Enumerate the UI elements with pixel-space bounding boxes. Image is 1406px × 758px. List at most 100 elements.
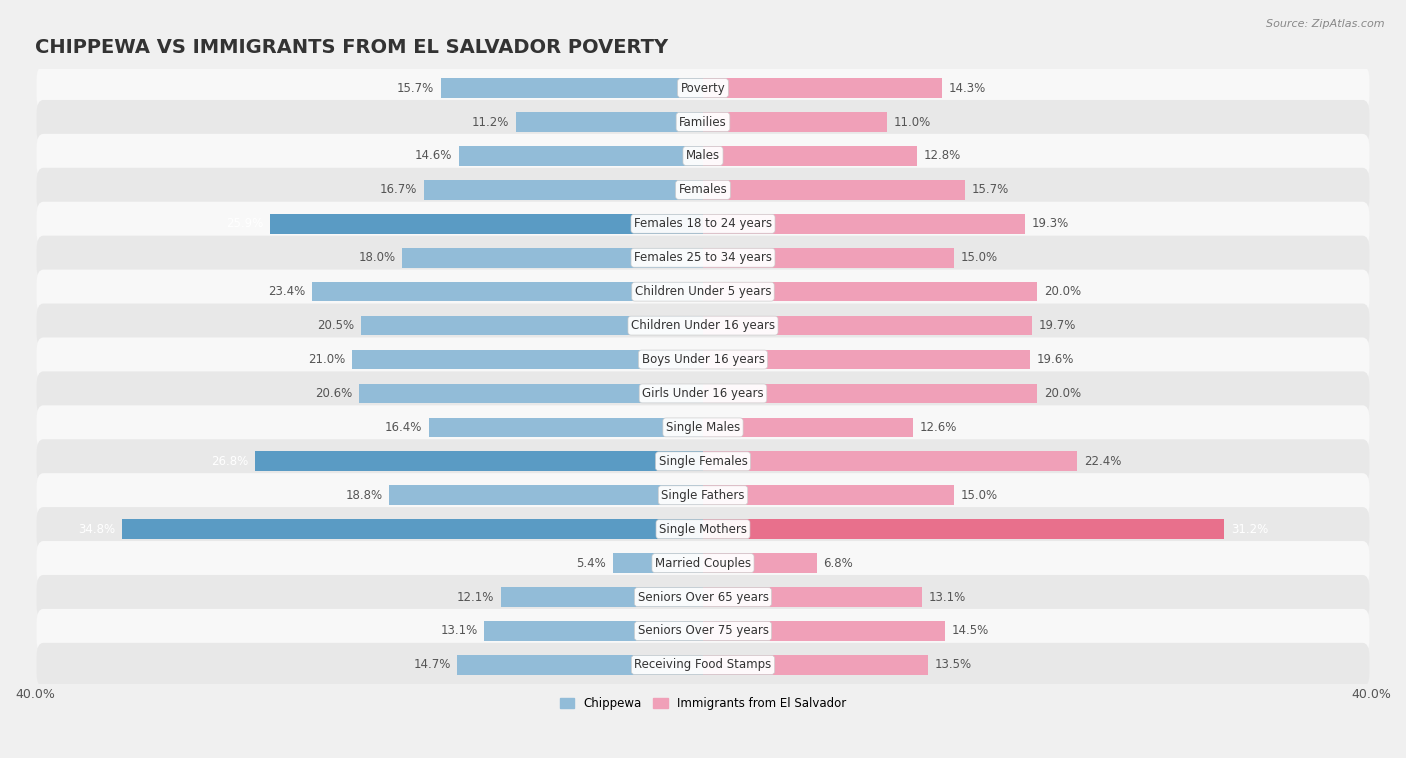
FancyBboxPatch shape <box>37 337 1369 381</box>
Text: Females 25 to 34 years: Females 25 to 34 years <box>634 251 772 265</box>
Text: Children Under 16 years: Children Under 16 years <box>631 319 775 332</box>
FancyBboxPatch shape <box>37 270 1369 314</box>
Text: Receiving Food Stamps: Receiving Food Stamps <box>634 659 772 672</box>
Bar <box>703 112 887 132</box>
Bar <box>256 452 703 471</box>
FancyBboxPatch shape <box>37 134 1369 178</box>
Text: 12.6%: 12.6% <box>920 421 957 434</box>
Bar <box>613 553 703 573</box>
Text: 19.7%: 19.7% <box>1039 319 1076 332</box>
FancyBboxPatch shape <box>37 575 1369 619</box>
FancyBboxPatch shape <box>37 202 1369 246</box>
FancyBboxPatch shape <box>37 473 1369 517</box>
Bar <box>460 146 703 166</box>
Bar <box>703 587 922 607</box>
Bar <box>359 384 703 403</box>
Text: 26.8%: 26.8% <box>211 455 249 468</box>
Text: 15.0%: 15.0% <box>960 489 997 502</box>
Legend: Chippewa, Immigrants from El Salvador: Chippewa, Immigrants from El Salvador <box>555 692 851 715</box>
Bar <box>703 316 1032 336</box>
Text: 20.0%: 20.0% <box>1043 285 1081 298</box>
Text: 14.3%: 14.3% <box>949 82 986 95</box>
Text: 18.0%: 18.0% <box>359 251 395 265</box>
Text: 11.0%: 11.0% <box>893 115 931 129</box>
Bar <box>703 621 945 641</box>
Text: 14.6%: 14.6% <box>415 149 453 162</box>
Bar <box>703 519 1225 539</box>
Text: 13.1%: 13.1% <box>440 625 478 637</box>
Text: Females: Females <box>679 183 727 196</box>
Text: Children Under 5 years: Children Under 5 years <box>634 285 772 298</box>
Text: 5.4%: 5.4% <box>576 556 606 569</box>
Text: 25.9%: 25.9% <box>226 218 264 230</box>
Text: 12.8%: 12.8% <box>924 149 960 162</box>
Bar <box>389 485 703 505</box>
Text: Males: Males <box>686 149 720 162</box>
Text: 20.5%: 20.5% <box>316 319 354 332</box>
Bar <box>703 452 1077 471</box>
Text: 16.4%: 16.4% <box>385 421 422 434</box>
Bar <box>703 248 953 268</box>
FancyBboxPatch shape <box>37 609 1369 653</box>
Bar <box>360 316 703 336</box>
Bar <box>703 384 1038 403</box>
Text: 16.7%: 16.7% <box>380 183 418 196</box>
Text: Single Males: Single Males <box>666 421 740 434</box>
FancyBboxPatch shape <box>37 643 1369 687</box>
Bar <box>425 180 703 199</box>
FancyBboxPatch shape <box>37 406 1369 449</box>
Text: Families: Families <box>679 115 727 129</box>
FancyBboxPatch shape <box>37 100 1369 144</box>
Text: Girls Under 16 years: Girls Under 16 years <box>643 387 763 400</box>
Bar <box>484 621 703 641</box>
Bar <box>703 553 817 573</box>
Bar <box>312 282 703 302</box>
Text: Poverty: Poverty <box>681 82 725 95</box>
Bar <box>703 78 942 98</box>
FancyBboxPatch shape <box>37 507 1369 551</box>
Text: 13.5%: 13.5% <box>935 659 973 672</box>
Bar <box>353 349 703 369</box>
Bar <box>703 214 1025 233</box>
Bar <box>703 485 953 505</box>
Text: 11.2%: 11.2% <box>472 115 509 129</box>
Bar <box>441 78 703 98</box>
FancyBboxPatch shape <box>37 236 1369 280</box>
Bar <box>703 655 928 675</box>
Text: 14.7%: 14.7% <box>413 659 451 672</box>
Text: 19.3%: 19.3% <box>1032 218 1070 230</box>
Bar <box>270 214 703 233</box>
FancyBboxPatch shape <box>37 439 1369 484</box>
Text: 18.8%: 18.8% <box>346 489 382 502</box>
FancyBboxPatch shape <box>37 371 1369 415</box>
Text: Married Couples: Married Couples <box>655 556 751 569</box>
Text: 22.4%: 22.4% <box>1084 455 1121 468</box>
Bar <box>703 180 965 199</box>
Bar <box>429 418 703 437</box>
Bar <box>703 146 917 166</box>
Text: 13.1%: 13.1% <box>928 590 966 603</box>
Text: Source: ZipAtlas.com: Source: ZipAtlas.com <box>1267 19 1385 29</box>
Bar <box>703 282 1038 302</box>
Text: 21.0%: 21.0% <box>308 353 346 366</box>
Text: Single Fathers: Single Fathers <box>661 489 745 502</box>
Bar <box>501 587 703 607</box>
Text: 20.0%: 20.0% <box>1043 387 1081 400</box>
Text: 12.1%: 12.1% <box>457 590 495 603</box>
FancyBboxPatch shape <box>37 168 1369 212</box>
Bar <box>703 349 1031 369</box>
Text: 19.6%: 19.6% <box>1038 353 1074 366</box>
FancyBboxPatch shape <box>37 303 1369 348</box>
Text: Boys Under 16 years: Boys Under 16 years <box>641 353 765 366</box>
Text: 15.7%: 15.7% <box>396 82 434 95</box>
Text: Females 18 to 24 years: Females 18 to 24 years <box>634 218 772 230</box>
Text: 31.2%: 31.2% <box>1230 523 1268 536</box>
FancyBboxPatch shape <box>37 66 1369 110</box>
Text: 15.7%: 15.7% <box>972 183 1010 196</box>
Text: 14.5%: 14.5% <box>952 625 988 637</box>
FancyBboxPatch shape <box>37 541 1369 585</box>
Text: 6.8%: 6.8% <box>824 556 853 569</box>
Bar <box>402 248 703 268</box>
Text: Single Mothers: Single Mothers <box>659 523 747 536</box>
Text: 34.8%: 34.8% <box>77 523 115 536</box>
